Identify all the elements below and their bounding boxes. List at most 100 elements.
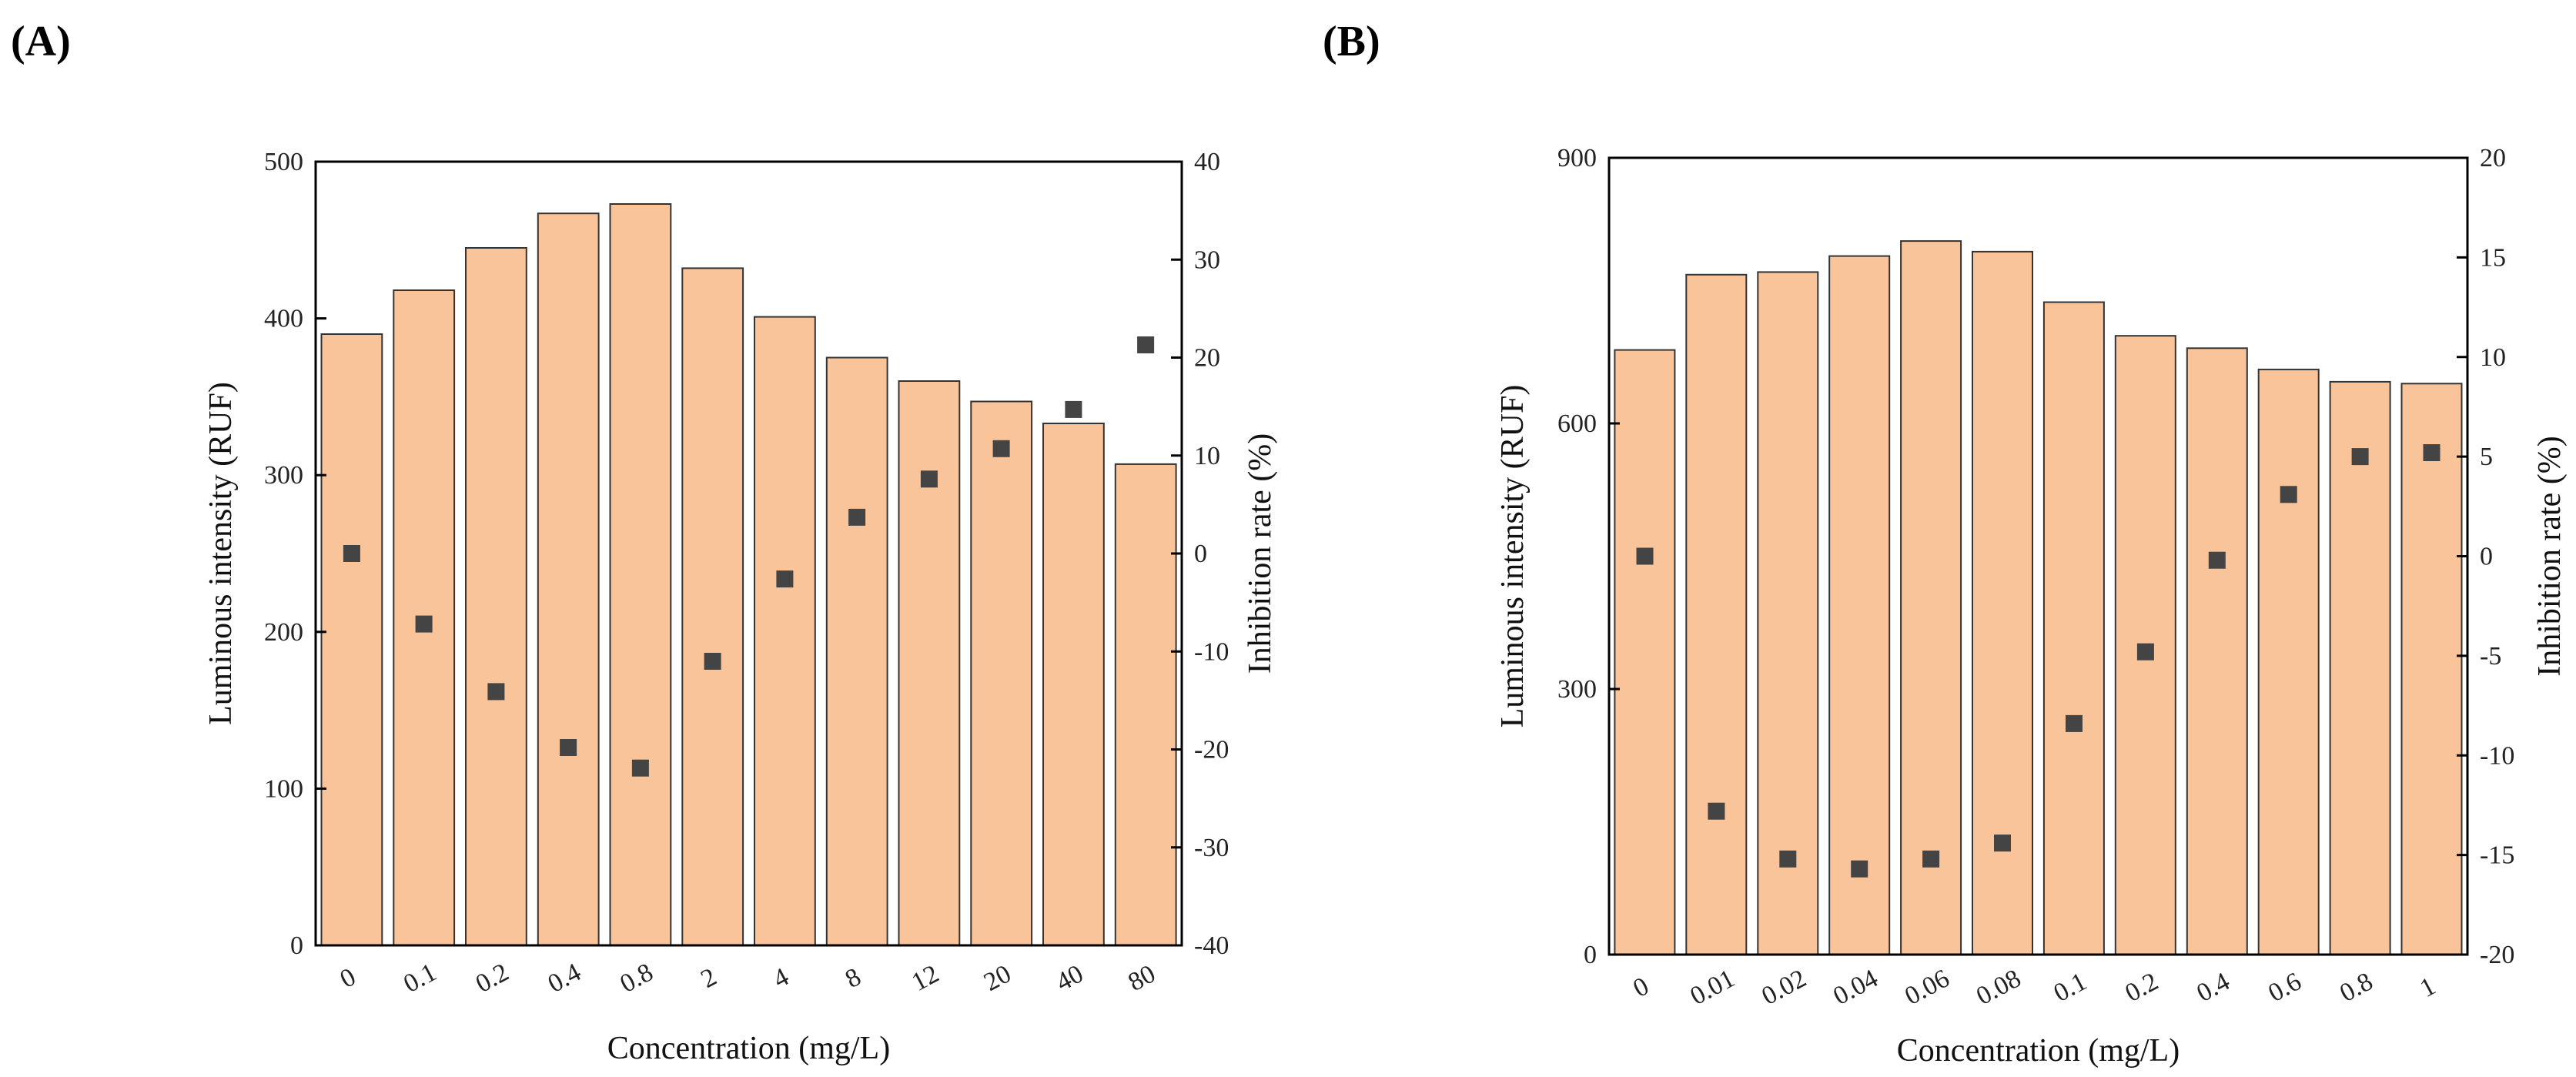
y2-tick-label: -15 — [2480, 841, 2514, 870]
bar-0.8 — [609, 203, 672, 946]
inhibition-point-0.01 — [1708, 802, 1725, 820]
inhibition-point-0.06 — [1922, 850, 1940, 868]
x-tick-label: 1 — [2415, 972, 2440, 1003]
x-axis-title: Concentration (mg/L) — [607, 1031, 890, 1066]
inhibition-point-0.2 — [487, 683, 505, 701]
x-tick-label: 4 — [768, 962, 793, 994]
bar-0.4 — [2186, 347, 2248, 956]
bar-8 — [825, 356, 888, 946]
inhibition-point-0.08 — [1994, 835, 2011, 852]
inhibition-point-0 — [343, 545, 360, 562]
inhibition-point-0.8 — [2351, 448, 2369, 466]
y2-tick-label: 20 — [2480, 144, 2506, 172]
x-tick-label: 12 — [907, 959, 943, 997]
x-tick-label: 80 — [1123, 959, 1159, 997]
x-tick-label: 0 — [1628, 972, 1653, 1003]
inhibition-point-0.4 — [560, 739, 577, 756]
y-tick-label: 0 — [1584, 941, 1597, 969]
x-tick-label: 0.2 — [471, 958, 514, 998]
inhibition-point-0.1 — [2066, 714, 2083, 732]
y2-tick-label: 15 — [2480, 243, 2506, 272]
inhibition-point-8 — [848, 508, 866, 526]
bar-0.02 — [1757, 271, 1819, 955]
bar-0.6 — [2257, 368, 2320, 955]
y2-tick-label: -5 — [2480, 642, 2501, 671]
y-tick-label: 100 — [264, 774, 303, 803]
inhibition-point-2 — [704, 653, 721, 670]
bar-40 — [1042, 423, 1105, 946]
bar-4 — [754, 316, 816, 947]
x-tick-label: 0.1 — [399, 958, 441, 998]
bar-2 — [681, 267, 744, 946]
x-tick-label: 0.08 — [1972, 964, 2026, 1011]
bar-0.2 — [465, 247, 527, 946]
x-tick-label: 0.1 — [2049, 967, 2092, 1008]
y-axis-title: Luminous intensity (RUF) — [203, 382, 239, 725]
x-tick-label: 20 — [979, 959, 1015, 997]
y2-tick-label: 10 — [1194, 442, 1220, 470]
y-axis-title: Luminous intensity (RUF) — [1495, 385, 1531, 728]
x-tick-label: 40 — [1052, 959, 1088, 997]
x-tick-label: 0.8 — [2335, 967, 2377, 1008]
bar-0.06 — [1900, 240, 1962, 956]
x-tick-label: 0.02 — [1757, 964, 1811, 1011]
y-tick-label: 500 — [264, 148, 303, 176]
inhibition-point-0.6 — [2280, 486, 2297, 503]
x-tick-label: 0 — [336, 962, 360, 994]
x-tick-label: 0.6 — [2263, 967, 2306, 1008]
inhibition-point-0.8 — [631, 759, 649, 777]
bar-0 — [1614, 349, 1676, 956]
x-tick-label: 0.01 — [1685, 964, 1739, 1011]
x-tick-label: 0.06 — [1900, 964, 1954, 1011]
y2-tick-label: -20 — [2480, 941, 2514, 969]
y2-tick-label: 10 — [2480, 343, 2506, 372]
y-tick-label: 600 — [1557, 410, 1597, 438]
panel-label-a: (A) — [11, 18, 71, 65]
y2-tick-label: -10 — [2480, 741, 2514, 770]
x-tick-label: 8 — [841, 962, 865, 994]
y2-tick-label: -40 — [1194, 932, 1229, 960]
inhibition-point-0.4 — [2208, 551, 2226, 569]
x-tick-label: 2 — [697, 962, 721, 994]
y2-tick-label: 5 — [2480, 443, 2493, 471]
inhibition-point-0.02 — [1779, 850, 1797, 868]
y-tick-label: 300 — [1557, 675, 1597, 704]
y-tick-label: 0 — [290, 932, 303, 960]
bar-0.04 — [1828, 255, 1891, 956]
y2-axis-title: Inhibition rate (%) — [1243, 433, 1278, 674]
inhibition-point-0.04 — [1851, 860, 1868, 878]
bar-0.01 — [1685, 273, 1748, 955]
bar-0.1 — [2042, 301, 2105, 955]
y-tick-label: 400 — [264, 305, 303, 333]
y-tick-label: 200 — [264, 618, 303, 647]
y2-tick-label: 0 — [2480, 543, 2493, 571]
y2-tick-label: 30 — [1194, 246, 1220, 274]
bar-12 — [898, 380, 961, 946]
x-tick-label: 0.4 — [2192, 967, 2234, 1008]
x-tick-label: 0.4 — [544, 958, 586, 998]
chart-b: 0 300 600 900 -20 -15 -10 -5 0 5 10 15 20 0 0.01 0.02 0.… — [1495, 144, 2568, 1069]
inhibition-point-0.1 — [415, 615, 433, 633]
y2-tick-label: -10 — [1194, 637, 1229, 666]
x-axis-title: Concentration (mg/L) — [1897, 1033, 2180, 1069]
y-tick-label: 900 — [1557, 144, 1597, 172]
bar-0.4 — [537, 212, 600, 946]
inhibition-point-12 — [920, 470, 938, 488]
y2-tick-label: 0 — [1194, 540, 1207, 568]
y2-axis-title: Inhibition rate (%) — [2532, 436, 2568, 677]
panel-label-b: (B) — [1323, 18, 1380, 65]
y-tick-label: 300 — [264, 461, 303, 490]
bar-0.8 — [2329, 380, 2391, 955]
inhibition-point-80 — [1137, 336, 1155, 353]
inhibition-point-4 — [776, 570, 794, 588]
bar-80 — [1114, 463, 1177, 946]
y2-tick-label: -30 — [1194, 834, 1229, 862]
inhibition-point-20 — [992, 440, 1010, 457]
x-tick-label: 0.04 — [1828, 964, 1882, 1011]
y2-tick-label: 40 — [1194, 148, 1220, 176]
x-tick-label: 0.8 — [616, 958, 658, 998]
inhibition-point-40 — [1065, 400, 1082, 418]
inhibition-point-1 — [2423, 444, 2441, 461]
bar-0 — [320, 333, 383, 946]
